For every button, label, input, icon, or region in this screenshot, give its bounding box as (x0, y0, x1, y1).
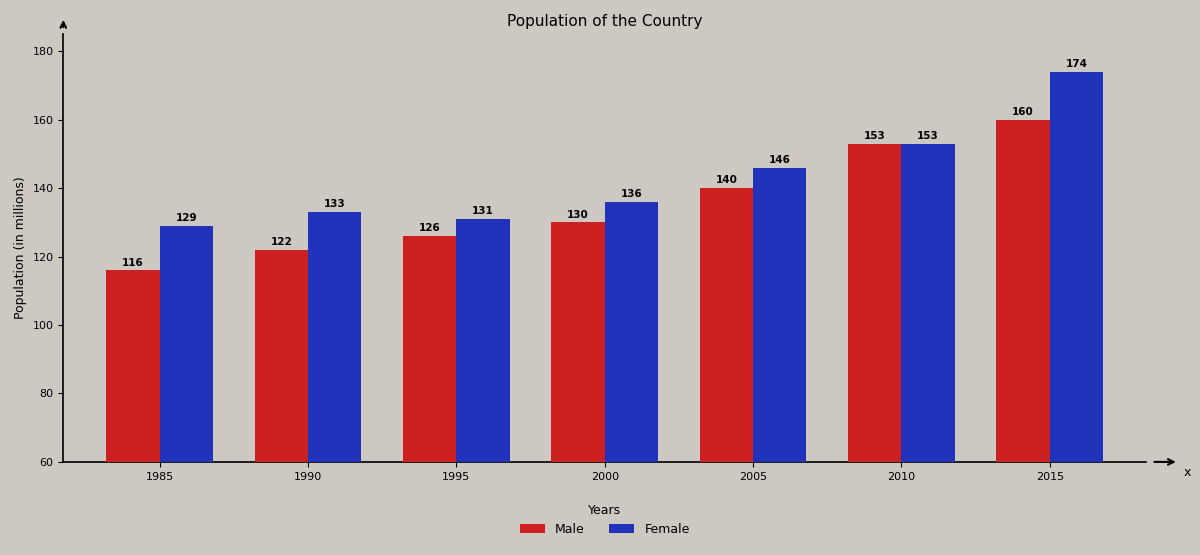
Bar (107, 270, 160, 555)
Bar (160, 226, 214, 555)
Text: 116: 116 (122, 258, 144, 268)
Bar (700, 188, 754, 555)
Text: 136: 136 (620, 189, 642, 199)
Text: 153: 153 (864, 131, 886, 141)
Text: 153: 153 (917, 131, 938, 141)
Title: Population of the Country: Population of the Country (506, 14, 702, 29)
Y-axis label: Population (in millions): Population (in millions) (14, 176, 26, 320)
Text: x: x (1184, 466, 1192, 479)
Legend: Male, Female: Male, Female (515, 499, 695, 541)
Bar (996, 120, 1050, 555)
Text: 131: 131 (473, 206, 494, 216)
Bar (254, 250, 308, 555)
Bar (308, 212, 361, 555)
Bar (456, 219, 510, 555)
Text: 122: 122 (270, 237, 293, 247)
Bar (754, 168, 806, 555)
Text: 174: 174 (1066, 59, 1087, 69)
Bar (551, 223, 605, 555)
Text: 160: 160 (1012, 107, 1034, 117)
Bar (605, 202, 658, 555)
Text: 140: 140 (715, 175, 737, 185)
Bar (848, 144, 901, 555)
Text: 129: 129 (175, 213, 197, 223)
Text: 126: 126 (419, 223, 440, 233)
Bar (403, 236, 456, 555)
Bar (901, 144, 955, 555)
Bar (1050, 72, 1103, 555)
Text: 146: 146 (769, 155, 791, 165)
Text: 130: 130 (568, 210, 589, 220)
Text: 133: 133 (324, 199, 346, 209)
